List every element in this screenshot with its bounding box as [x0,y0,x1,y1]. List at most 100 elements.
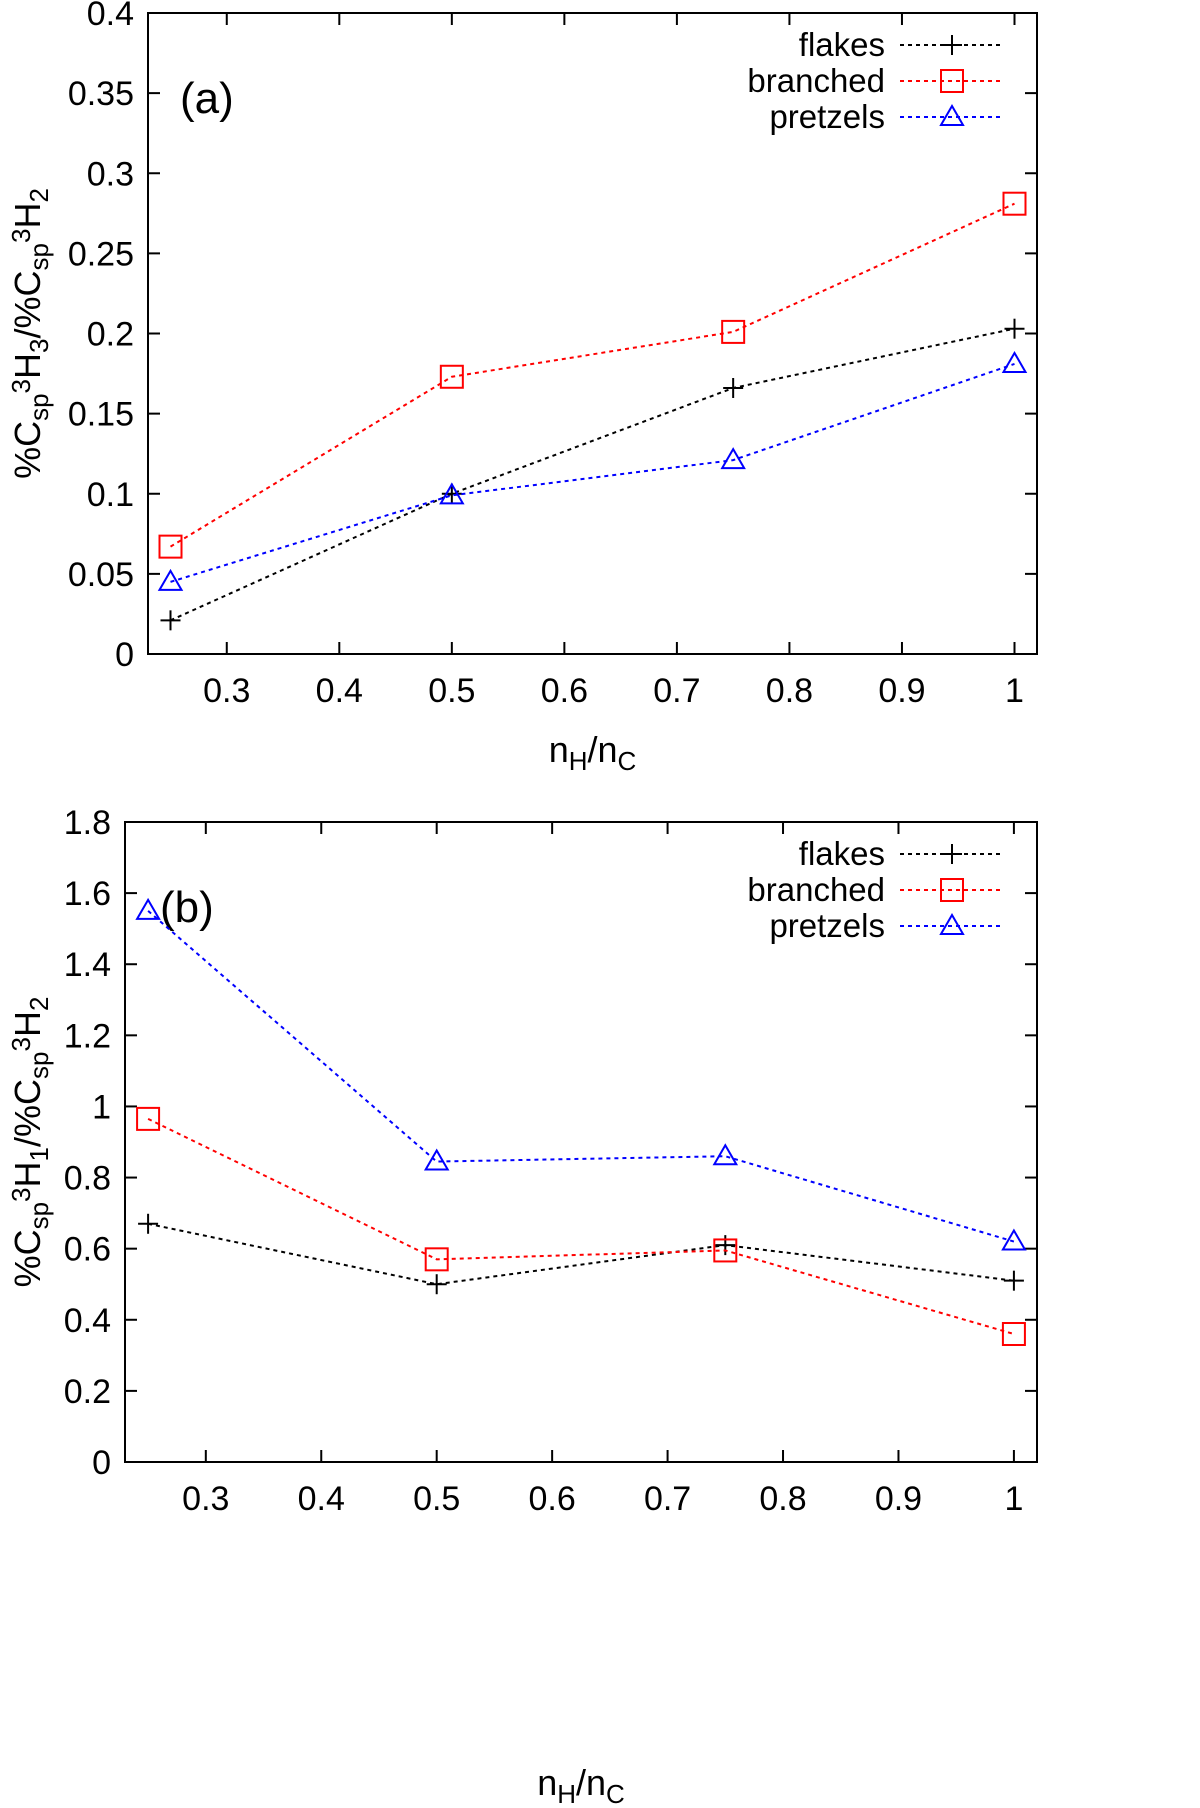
square-marker [940,69,964,93]
y-label-part: /%C [7,1079,48,1147]
x-label-sub: C [618,746,637,776]
y-axis-label: %Csp3H3/%Csp3H2 [6,188,54,479]
y-tick-label: 1.8 [64,804,111,842]
data-point-pretzels [1001,1228,1027,1251]
legend-entry-flakes: flakes [799,26,1004,63]
y-tick-label: 0.4 [87,0,134,33]
y-label-part: H [7,353,48,379]
y-label-sup: 3 [6,229,36,243]
y-label-part: H [7,203,48,229]
data-point-flakes [441,483,462,504]
legend-label: pretzels [769,907,885,944]
square-marker [1002,191,1027,216]
x-label-part: n [537,1762,557,1803]
triangle-marker [939,104,965,126]
y-tick-label: 0.1 [87,476,134,514]
data-point-flakes [1004,318,1025,339]
triangle-marker [423,1148,450,1171]
x-tick-label: 0.9 [878,672,925,710]
x-tick-label: 0.6 [541,672,588,710]
x-label-part: /n [576,1762,606,1803]
triangle-marker [157,568,184,591]
triangle-marker [720,447,746,470]
legend-label: flakes [799,835,885,872]
y-label-part: %C [7,1229,48,1287]
x-label-part: /n [588,729,618,770]
series-line-pretzels [147,910,1015,1243]
y-tick-label: 0.15 [68,396,134,434]
x-tick-label: 1 [1004,1480,1023,1518]
data-point-branched [424,1247,449,1272]
legend-label: branched [747,871,885,908]
triangle-marker [939,913,965,935]
x-tick-label: 0.4 [298,1480,345,1518]
y-label-sub: sp [24,1052,54,1079]
x-label-part: n [549,729,569,770]
y-tick-label: 0 [92,1444,111,1482]
data-point-branched [1002,191,1027,216]
chart-panel-a: 0 0.05 0.1 0.15 0.2 0.25 0.3 0.35 0.4 0.3 0.4 0.5 0.… [6,0,1038,776]
y-label-part: /%C [7,270,48,338]
legend-marker [939,104,965,126]
x-tick-label: 1 [1005,672,1024,710]
y-tick-label: 0.8 [64,1160,111,1198]
legend-marker [942,844,962,864]
x-axis-label: nH/nC [537,1762,625,1808]
series-line-pretzels [170,363,1015,583]
y-label-part: %C [7,421,48,479]
x-tick-label: 0.3 [182,1480,229,1518]
square-marker [940,878,964,902]
series-line-flakes [170,327,1015,622]
y-tick-label: 0.25 [68,235,134,273]
x-tick-label: 0.3 [203,672,250,710]
x-tick-label: 0.4 [316,672,363,710]
y-label-sub: 2 [24,997,54,1011]
data-point-flakes [160,610,181,631]
x-label-sub: H [557,1779,576,1808]
legend-entry-pretzels: pretzels [769,98,1004,135]
y-tick-label: 1.4 [64,946,111,984]
panel-label: (a) [180,74,234,123]
data-point-branched [136,1106,161,1131]
triangle-marker [712,1143,739,1166]
square-marker [713,1238,738,1263]
data-point-branched [158,534,183,559]
data-point-pretzels [712,1143,739,1166]
square-marker [721,319,746,344]
x-tick-label: 0.9 [875,1480,922,1518]
x-tick-label: 0.8 [766,672,813,710]
data-point-pretzels [1001,350,1028,373]
y-label-part: H [7,1011,48,1037]
data-point-pretzels [157,568,184,591]
y-tick-label: 1 [92,1088,111,1126]
series-line-flakes [147,1222,1015,1286]
x-tick-label: 0.7 [644,1480,691,1518]
legend-entry-branched: branched [747,62,1004,99]
y-label-sub: 2 [24,188,54,202]
triangle-marker [135,897,161,920]
data-point-branched [439,364,464,389]
series-line-branched [169,202,1015,548]
legend-entry-flakes: flakes [799,835,1004,872]
y-label-sup: 3 [6,379,36,393]
data-point-flakes [723,377,744,398]
y-tick-label: 1.2 [64,1017,111,1055]
data-point-branched [1001,1322,1026,1346]
y-label-sub: sp [24,243,54,270]
y-tick-label: 0.2 [64,1373,111,1411]
y-tick-label: 0.3 [87,155,134,193]
triangle-marker [439,482,465,505]
x-tick-label: 0.6 [529,1480,576,1518]
triangle-marker [1001,350,1028,373]
y-label-sub: sp [24,393,54,420]
y-tick-label: 0 [115,636,134,674]
y-tick-label: 0.6 [64,1231,111,1269]
plot-frame [124,821,1038,1463]
data-point-flakes [138,1213,159,1234]
y-label-sub: 3 [24,339,54,353]
legend-label: branched [747,62,885,99]
data-point-pretzels [720,447,746,470]
y-label-sup: 3 [6,1187,36,1201]
square-marker [424,1247,449,1272]
